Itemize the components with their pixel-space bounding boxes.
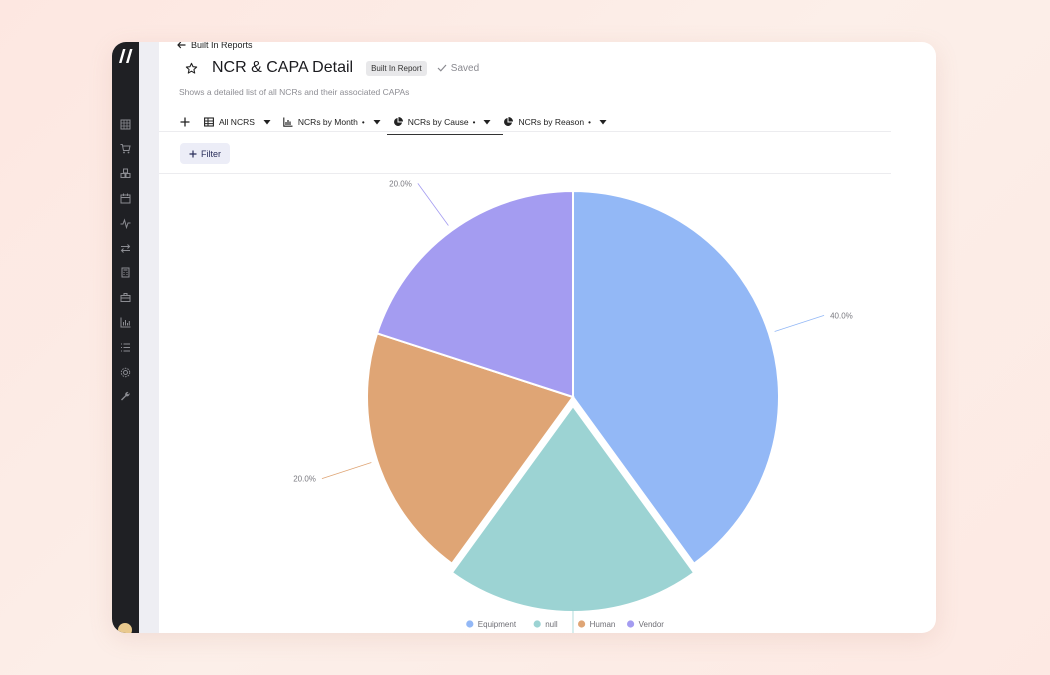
table-icon xyxy=(204,117,214,127)
calendar-icon[interactable] xyxy=(118,191,132,205)
list-icon[interactable] xyxy=(118,340,132,354)
back-link-label: Built In Reports xyxy=(191,42,253,50)
toolbox-icon[interactable] xyxy=(118,291,132,305)
sidebar-gutter xyxy=(139,42,159,633)
tabs-divider xyxy=(159,131,891,132)
calculator-icon[interactable] xyxy=(118,266,132,280)
legend-label: null xyxy=(545,620,558,629)
legend-item-human[interactable]: Human xyxy=(578,620,615,629)
pie-chart-icon xyxy=(504,117,514,126)
plus-icon xyxy=(180,117,190,127)
main-content: Built In Reports NCR & CAPA Detail Built… xyxy=(159,42,936,633)
filter-label: Filter xyxy=(201,148,221,159)
page-title: NCR & CAPA Detail xyxy=(212,59,354,76)
tab-all-ncrs[interactable]: All NCRS xyxy=(201,112,274,132)
gear-icon-glyph xyxy=(120,367,130,377)
boxes-icon[interactable] xyxy=(118,167,132,181)
toolbox-icon-glyph xyxy=(120,293,130,303)
page-subtitle: Shows a detailed list of all NCRs and th… xyxy=(179,87,410,97)
calendar-icon-glyph xyxy=(120,193,130,204)
transfer-icon[interactable] xyxy=(118,241,132,255)
bar-chart-icon xyxy=(283,117,293,127)
pie-label-line-vendor xyxy=(417,183,449,226)
tab-label: NCRs by Month xyxy=(297,117,358,127)
tab-ncrs-by-month[interactable]: NCRs by Month • xyxy=(280,112,384,132)
check-icon xyxy=(437,64,447,72)
pie-chart-icon xyxy=(393,117,403,126)
chevron-down-icon[interactable] xyxy=(483,119,491,125)
wrench-icon[interactable] xyxy=(118,390,132,404)
legend-label: Human xyxy=(590,620,616,629)
legend-item-null[interactable]: null xyxy=(533,620,558,629)
saved-status: Saved xyxy=(437,63,479,74)
plus-icon xyxy=(189,150,197,157)
star-icon[interactable] xyxy=(185,62,198,75)
pie-data-label-human: 20.0% xyxy=(293,475,316,484)
grid-icon-glyph xyxy=(120,119,130,129)
title-row: NCR & CAPA Detail Built In Report Saved xyxy=(185,59,479,77)
unsaved-dot: • xyxy=(472,117,476,127)
tab-label: NCRs by Reason xyxy=(518,117,585,127)
pie-label-line-human xyxy=(321,462,372,479)
legend-swatch xyxy=(627,620,635,628)
cart-icon-glyph xyxy=(120,144,131,154)
wrench-icon-glyph xyxy=(120,392,130,401)
pie-slice-human[interactable] xyxy=(366,332,575,566)
pie-data-label-vendor: 20.0% xyxy=(389,179,412,188)
gear-icon[interactable] xyxy=(118,365,132,379)
grid-icon[interactable] xyxy=(118,117,132,131)
legend-item-vendor[interactable]: Vendor xyxy=(627,620,664,629)
view-tabs: All NCRS NCRs by Month • NCRs by Cause • xyxy=(179,112,610,135)
unsaved-dot: • xyxy=(588,117,591,127)
pie-slice-vendor[interactable] xyxy=(375,189,574,399)
chevron-down-icon[interactable] xyxy=(263,119,271,125)
legend-swatch xyxy=(578,620,586,628)
pie-data-label-equipment: 40.0% xyxy=(830,311,853,320)
activity-icon-glyph xyxy=(120,218,130,229)
built-in-report-badge: Built In Report xyxy=(366,60,427,76)
sidebar xyxy=(112,42,139,633)
activity-icon[interactable] xyxy=(118,216,132,230)
boxes-icon-glyph xyxy=(120,168,130,179)
legend-swatch xyxy=(533,620,541,628)
pie-slice-equipment[interactable] xyxy=(572,189,780,566)
legend-label: Vendor xyxy=(639,620,665,629)
tab-ncrs-by-reason[interactable]: NCRs by Reason • xyxy=(500,112,609,132)
bar-chart-icon-glyph xyxy=(120,317,130,328)
chevron-down-icon[interactable] xyxy=(599,119,607,125)
app-window: Built In Reports NCR & CAPA Detail Built… xyxy=(112,42,936,633)
saved-label: Saved xyxy=(450,62,480,74)
list-icon-glyph xyxy=(120,343,130,352)
add-view-button[interactable] xyxy=(179,116,191,128)
tab-ncrs-by-cause[interactable]: NCRs by Cause • xyxy=(386,112,504,135)
pie-chart: 40.0%20.0%20.0%20.0%EquipmentnullHumanVe… xyxy=(293,179,853,633)
tab-label: All NCRS xyxy=(219,117,255,127)
filter-divider xyxy=(159,173,891,174)
calculator-icon-glyph xyxy=(121,267,129,278)
legend-label: Equipment xyxy=(478,620,517,629)
legend-item-equipment[interactable]: Equipment xyxy=(466,620,517,629)
cart-icon[interactable] xyxy=(118,142,132,156)
unsaved-dot: • xyxy=(361,117,365,127)
bar-chart-icon[interactable] xyxy=(118,315,132,329)
tab-label: NCRs by Cause xyxy=(407,117,469,127)
back-link[interactable]: Built In Reports xyxy=(177,42,253,50)
avatar[interactable] xyxy=(118,623,132,633)
pie-label-line-equipment xyxy=(774,315,825,332)
logo-icon[interactable] xyxy=(117,48,135,64)
chevron-down-icon[interactable] xyxy=(373,119,381,125)
filter-button[interactable]: Filter xyxy=(180,143,230,164)
transfer-icon-glyph xyxy=(120,243,130,253)
arrow-left-icon xyxy=(177,42,186,49)
legend-swatch xyxy=(466,620,474,628)
